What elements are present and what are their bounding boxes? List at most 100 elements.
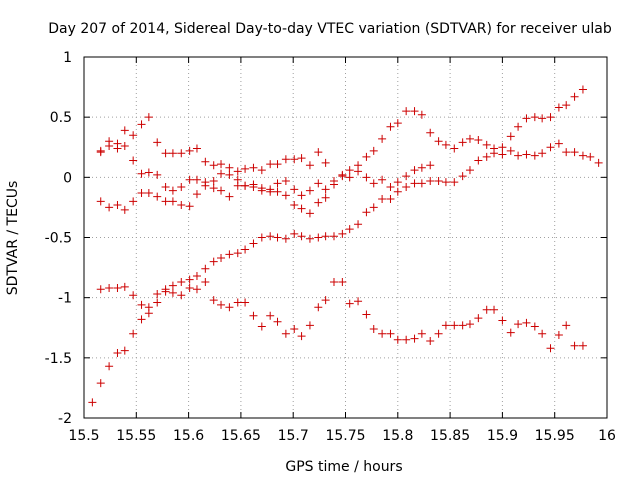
data-point bbox=[386, 182, 395, 191]
data-point bbox=[209, 176, 218, 185]
data-point bbox=[378, 134, 387, 143]
data-point bbox=[434, 137, 443, 146]
data-point bbox=[474, 314, 483, 323]
data-point bbox=[297, 191, 306, 200]
data-point bbox=[514, 151, 523, 160]
data-point bbox=[482, 305, 491, 314]
data-point bbox=[465, 134, 474, 143]
data-point bbox=[522, 114, 531, 123]
data-points bbox=[88, 85, 603, 407]
data-point bbox=[498, 143, 507, 152]
data-point bbox=[88, 398, 97, 407]
data-point bbox=[450, 178, 459, 187]
data-point bbox=[120, 205, 129, 214]
data-point bbox=[338, 229, 347, 238]
data-point bbox=[402, 182, 411, 191]
data-point bbox=[506, 132, 515, 141]
data-point bbox=[96, 197, 105, 206]
data-point bbox=[410, 179, 419, 188]
data-point bbox=[441, 140, 450, 149]
data-point bbox=[338, 278, 347, 287]
data-point bbox=[417, 163, 426, 172]
data-point bbox=[321, 158, 330, 167]
x-tick-label: 15.9 bbox=[487, 428, 518, 444]
y-tick-label: -2 bbox=[58, 411, 72, 427]
data-point bbox=[185, 275, 194, 284]
data-point bbox=[378, 329, 387, 338]
data-point bbox=[530, 322, 539, 331]
grid-lines bbox=[84, 57, 607, 418]
data-point bbox=[266, 187, 275, 196]
x-axis-label: GPS time / hours bbox=[285, 459, 402, 475]
data-point bbox=[329, 278, 338, 287]
data-point bbox=[217, 253, 226, 262]
data-point bbox=[522, 150, 531, 159]
x-tick-label: 15.95 bbox=[535, 428, 575, 444]
data-point bbox=[290, 229, 299, 238]
data-point bbox=[161, 197, 170, 206]
data-point bbox=[249, 239, 258, 248]
data-point bbox=[474, 136, 483, 145]
data-point bbox=[120, 346, 129, 355]
data-point bbox=[225, 163, 234, 172]
x-tick-label: 16 bbox=[598, 428, 616, 444]
data-point bbox=[362, 152, 371, 161]
data-point bbox=[217, 300, 226, 309]
data-point bbox=[185, 146, 194, 155]
data-point bbox=[393, 187, 402, 196]
data-point bbox=[153, 290, 162, 299]
data-point bbox=[129, 156, 138, 165]
data-point bbox=[362, 208, 371, 217]
data-point bbox=[217, 169, 226, 178]
y-tick-label: 0 bbox=[63, 170, 72, 186]
data-point bbox=[321, 185, 330, 194]
data-point bbox=[345, 173, 354, 182]
data-point bbox=[594, 158, 603, 167]
y-axis-label: SDTVAR / TECUs bbox=[5, 181, 21, 296]
data-point bbox=[105, 362, 114, 371]
data-point bbox=[305, 321, 314, 330]
data-point bbox=[538, 114, 547, 123]
data-point bbox=[144, 303, 153, 312]
data-point bbox=[305, 209, 314, 218]
x-tick-label: 15.75 bbox=[325, 428, 365, 444]
data-point bbox=[225, 192, 234, 201]
data-point bbox=[321, 232, 330, 241]
data-point bbox=[522, 318, 531, 327]
data-point bbox=[168, 288, 177, 297]
data-point bbox=[538, 329, 547, 338]
data-point bbox=[314, 179, 323, 188]
x-tick-label: 15.5 bbox=[68, 428, 99, 444]
tick-labels: 15.5 15.55 15.6 15.65 15.7 15.75 15.8 15.85 15.9… bbox=[45, 50, 616, 444]
data-point bbox=[530, 113, 539, 122]
data-point bbox=[426, 176, 435, 185]
data-point bbox=[314, 233, 323, 242]
data-point bbox=[168, 149, 177, 158]
data-point bbox=[514, 320, 523, 329]
data-point bbox=[192, 272, 201, 281]
data-point bbox=[105, 142, 114, 151]
data-point bbox=[168, 197, 177, 206]
data-point bbox=[570, 148, 579, 157]
data-point bbox=[241, 245, 250, 254]
data-point bbox=[177, 278, 186, 287]
data-point bbox=[192, 285, 201, 294]
data-point bbox=[96, 285, 105, 294]
data-point bbox=[233, 298, 242, 307]
data-point bbox=[345, 299, 354, 308]
data-point bbox=[329, 232, 338, 241]
data-point bbox=[273, 317, 282, 326]
data-point bbox=[426, 336, 435, 345]
data-point bbox=[297, 232, 306, 241]
data-point bbox=[290, 185, 299, 194]
data-point bbox=[417, 329, 426, 338]
data-point bbox=[192, 190, 201, 199]
data-point bbox=[273, 179, 282, 188]
data-point bbox=[209, 257, 218, 266]
x-tick-label: 15.55 bbox=[116, 428, 156, 444]
data-point bbox=[177, 182, 186, 191]
data-point bbox=[450, 144, 459, 153]
y-tick-label: -0.5 bbox=[45, 231, 72, 247]
data-point bbox=[570, 341, 579, 350]
data-point bbox=[137, 188, 146, 197]
